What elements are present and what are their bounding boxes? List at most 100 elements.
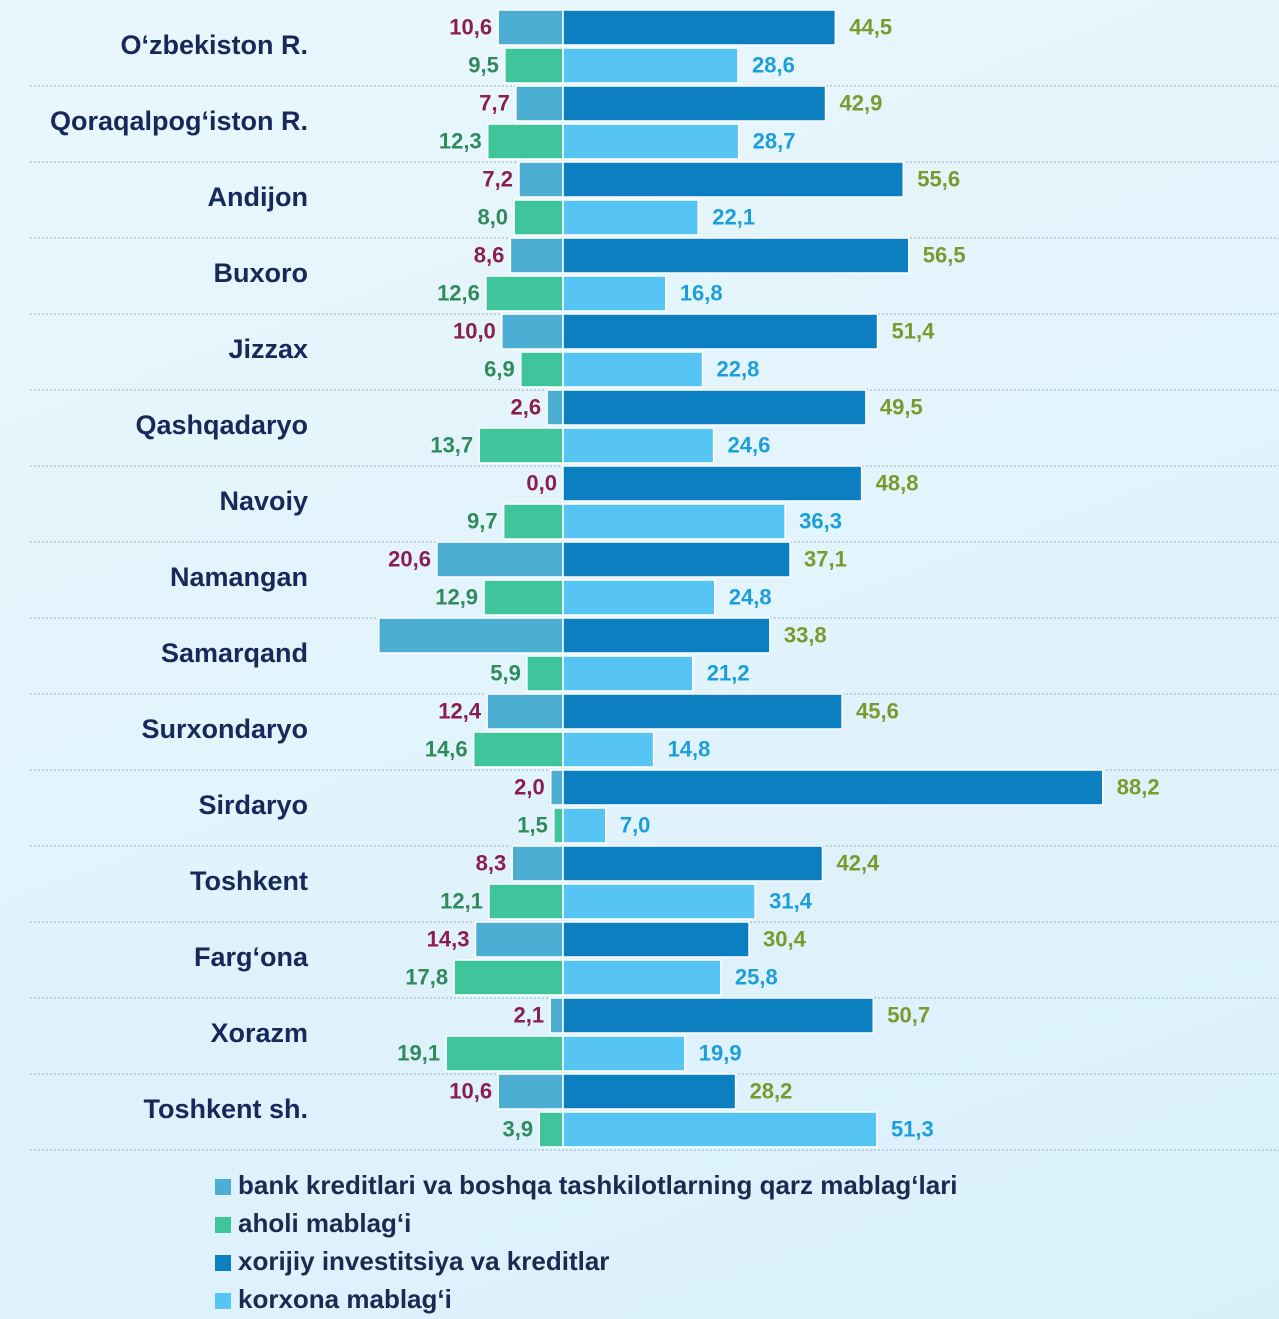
category-label: Farg‘ona bbox=[194, 942, 309, 972]
value-label: 51,4 bbox=[892, 318, 936, 343]
legend-swatch bbox=[215, 1179, 231, 1195]
bar bbox=[562, 237, 910, 274]
bar bbox=[562, 1111, 878, 1148]
value-label: 55,6 bbox=[917, 166, 960, 191]
bar bbox=[486, 693, 564, 730]
value-label: 3,9 bbox=[503, 1116, 534, 1141]
value-label: 12,1 bbox=[440, 888, 483, 913]
value-label: 17,8 bbox=[405, 964, 448, 989]
bar bbox=[453, 959, 564, 996]
bar bbox=[478, 427, 564, 464]
value-label: 33,8 bbox=[784, 622, 827, 647]
bar bbox=[562, 313, 879, 350]
bar bbox=[436, 541, 564, 578]
bar bbox=[550, 769, 564, 806]
bar bbox=[474, 921, 564, 958]
bar bbox=[562, 1035, 686, 1072]
value-label: 14,6 bbox=[425, 736, 468, 761]
bar bbox=[562, 731, 655, 768]
category-label: Toshkent sh. bbox=[143, 1094, 308, 1124]
value-label: 30,4 bbox=[763, 926, 807, 951]
bar bbox=[562, 427, 715, 464]
value-label: 12,6 bbox=[437, 280, 480, 305]
value-label: 19,1 bbox=[397, 1040, 440, 1065]
category-label: Toshkent bbox=[190, 866, 308, 896]
legend-label: xorijiy investitsiya va kreditlar bbox=[238, 1246, 609, 1276]
legend-label: korxona mablag‘i bbox=[238, 1284, 452, 1314]
bar bbox=[562, 883, 756, 920]
bar bbox=[497, 1073, 564, 1110]
bar bbox=[562, 389, 867, 426]
value-label: 2,0 bbox=[514, 774, 545, 799]
bar bbox=[526, 655, 564, 692]
bar bbox=[562, 85, 827, 122]
value-label: 0,0 bbox=[526, 470, 557, 495]
bar bbox=[562, 617, 771, 654]
bar bbox=[562, 921, 750, 958]
bar bbox=[562, 997, 875, 1034]
value-label: 20,6 bbox=[388, 546, 431, 571]
value-label: 14,3 bbox=[427, 926, 470, 951]
value-label: 14,8 bbox=[668, 736, 711, 761]
bar bbox=[513, 199, 564, 236]
value-label: 9,7 bbox=[467, 508, 498, 533]
value-label: 7,2 bbox=[482, 166, 513, 191]
value-label: 8,3 bbox=[476, 850, 507, 875]
category-label: Surxondaryo bbox=[141, 714, 308, 744]
value-label: 31,4 bbox=[769, 888, 813, 913]
bar bbox=[488, 883, 564, 920]
value-label: 44,5 bbox=[849, 14, 892, 39]
value-label: 10,6 bbox=[449, 1078, 492, 1103]
category-label: Sirdaryo bbox=[198, 790, 308, 820]
bar bbox=[520, 351, 564, 388]
category-label: Namangan bbox=[170, 562, 308, 592]
bar bbox=[549, 997, 564, 1034]
value-label: 42,4 bbox=[836, 850, 880, 875]
bar bbox=[562, 693, 843, 730]
bar bbox=[501, 313, 564, 350]
bar bbox=[553, 807, 564, 844]
value-label: 24,8 bbox=[729, 584, 772, 609]
value-label: 13,7 bbox=[430, 432, 473, 457]
bar bbox=[515, 85, 564, 122]
bar bbox=[518, 161, 564, 198]
bar bbox=[485, 275, 564, 312]
bar bbox=[562, 199, 699, 236]
value-label: 7,7 bbox=[479, 90, 510, 115]
bar bbox=[562, 161, 905, 198]
value-label: 2,1 bbox=[514, 1002, 545, 1027]
bar bbox=[509, 237, 564, 274]
bar bbox=[562, 351, 704, 388]
legend-swatch bbox=[215, 1255, 231, 1271]
legend-swatch bbox=[215, 1293, 231, 1309]
value-label: 49,5 bbox=[880, 394, 923, 419]
value-label: 28,7 bbox=[753, 128, 796, 153]
category-label: Qoraqalpog‘iston R. bbox=[50, 106, 308, 136]
value-label: 42,9 bbox=[840, 90, 883, 115]
value-label: 51,3 bbox=[891, 1116, 934, 1141]
bar bbox=[546, 389, 564, 426]
value-label: 48,8 bbox=[876, 470, 919, 495]
bar bbox=[445, 1035, 564, 1072]
bar bbox=[472, 731, 564, 768]
bar bbox=[502, 503, 564, 540]
value-label: 9,5 bbox=[468, 52, 499, 77]
bar bbox=[562, 845, 824, 882]
value-label: 10,6 bbox=[449, 14, 492, 39]
bar bbox=[562, 959, 722, 996]
bar bbox=[562, 465, 863, 502]
value-label: 10,0 bbox=[453, 318, 496, 343]
category-label: Samarqand bbox=[161, 638, 308, 668]
bar bbox=[562, 123, 740, 160]
category-label: Qashqadaryo bbox=[135, 410, 308, 440]
bar bbox=[562, 47, 739, 84]
value-label: 50,7 bbox=[887, 1002, 930, 1027]
value-label: 45,6 bbox=[856, 698, 899, 723]
value-label: 22,8 bbox=[717, 356, 760, 381]
category-label: Andijon bbox=[208, 182, 308, 212]
bar bbox=[486, 123, 564, 160]
category-label: Jizzax bbox=[228, 334, 308, 364]
value-label: 56,5 bbox=[923, 242, 966, 267]
bar bbox=[562, 503, 786, 540]
